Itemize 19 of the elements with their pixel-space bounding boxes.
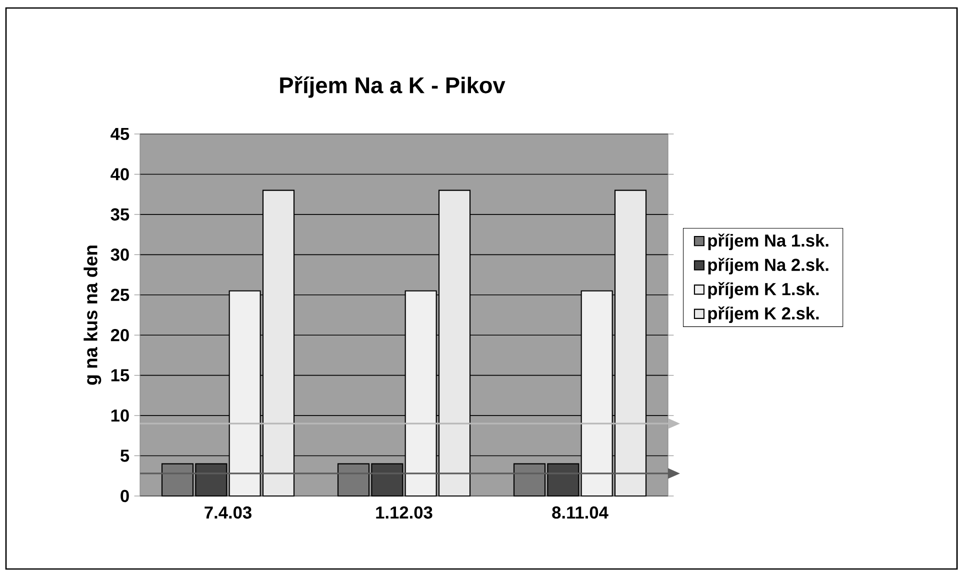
x-tick-label: 8.11.04 — [552, 506, 608, 519]
y-tick-label: 10 — [111, 409, 129, 422]
y-tick-label: 45 — [110, 128, 130, 140]
legend-label: příjem Na 2.sk. — [708, 258, 828, 274]
y-tick-label: 25 — [110, 288, 130, 302]
legend-label: příjem K 1.sk. — [708, 282, 819, 299]
y-tick-label: 15 — [111, 369, 130, 382]
y-tick-label: 35 — [110, 208, 130, 221]
x-tick-label: 1.12.03 — [376, 506, 432, 519]
y-tick-label: 0 — [120, 490, 129, 502]
legend-label: příjem Na 1.sk. — [708, 234, 828, 250]
y-axis-title: g na kus na den — [84, 246, 102, 385]
legend-label: příjem K 2.sk. — [708, 306, 819, 323]
y-tick-label: 20 — [110, 328, 129, 342]
y-tick-label: 30 — [110, 248, 129, 261]
y-tick-label: 40 — [110, 168, 129, 180]
y-tick-label: 5 — [120, 450, 130, 462]
x-tick-label: 7.4.03 — [204, 506, 252, 519]
chart-title: Příjem Na a K - Pikov — [280, 76, 506, 98]
